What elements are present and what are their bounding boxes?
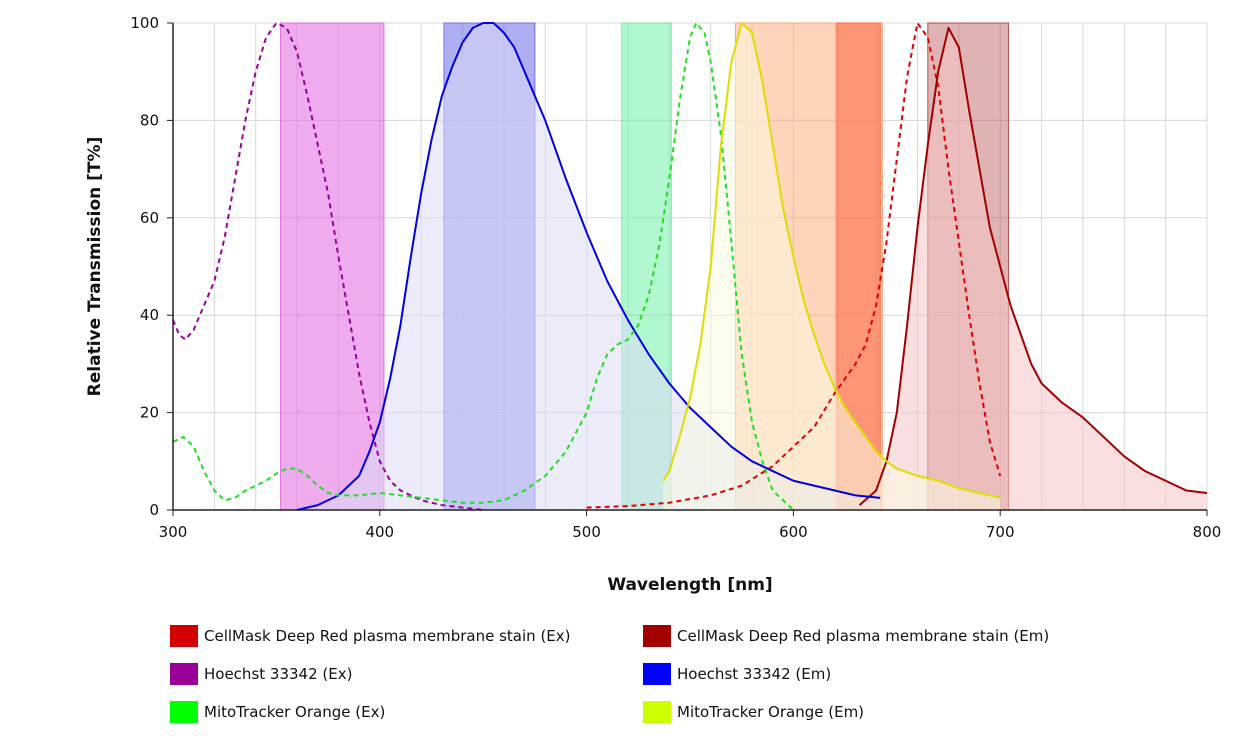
legend-label-hoechst-em: Hoechst 33342 (Em) — [677, 665, 832, 683]
legend-swatch-cellmask-ex — [170, 625, 198, 647]
x-tick-label: 600 — [779, 523, 808, 541]
series-line — [296, 22, 881, 511]
legend-item-cellmask-ex[interactable]: CellMask Deep Red plasma membrane stain … — [170, 622, 571, 650]
series-line — [172, 22, 484, 511]
legend-swatch-hoechst-em — [643, 663, 671, 685]
series-line — [586, 22, 1002, 509]
x-tick-label: 800 — [1193, 523, 1222, 541]
filter-band — [280, 22, 385, 511]
legend-label-mitotracker-ex: MitoTracker Orange (Ex) — [204, 703, 386, 721]
x-axis-title: Wavelength [nm] — [607, 575, 772, 595]
chart-svg: 300 400 500 600 700 800 0 20 40 60 80 100 Wavelength… — [85, 14, 1222, 595]
x-tick-label: 300 — [159, 523, 188, 541]
x-tick-label: 400 — [365, 523, 394, 541]
series-line — [172, 22, 795, 511]
legend-item-mitotracker-em[interactable]: MitoTracker Orange (Em) — [643, 698, 864, 726]
x-tick-label: 500 — [572, 523, 601, 541]
legend-item-mitotracker-ex[interactable]: MitoTracker Orange (Ex) — [170, 698, 385, 726]
x-tick-label: 700 — [986, 523, 1015, 541]
legend-swatch-mitotracker-ex — [170, 701, 198, 723]
y-tick-label: 60 — [140, 209, 159, 227]
legend-swatch-mitotracker-em — [643, 701, 671, 723]
series-line — [662, 22, 1001, 499]
series-fill — [663, 23, 1001, 510]
legend-item-hoechst-ex[interactable]: Hoechst 33342 (Ex) — [170, 660, 352, 688]
y-tick-label: 40 — [140, 306, 159, 324]
series-fill — [297, 23, 881, 510]
y-tick-label: 80 — [140, 111, 159, 129]
legend-label-hoechst-ex: Hoechst 33342 (Ex) — [204, 665, 353, 683]
legend-label-cellmask-ex: CellMask Deep Red plasma membrane stain … — [204, 627, 571, 645]
legend-swatch-cellmask-em — [643, 625, 671, 647]
legend-swatch-hoechst-ex — [170, 663, 198, 685]
y-tick-label: 0 — [149, 501, 159, 519]
y-axis-title: Relative Transmission [T%] — [85, 137, 105, 397]
legend-label-cellmask-em: CellMask Deep Red plasma membrane stain … — [677, 627, 1050, 645]
series-line — [858, 26, 1208, 506]
y-tick-label: 100 — [130, 14, 159, 32]
legend-item-hoechst-em[interactable]: Hoechst 33342 (Em) — [643, 660, 831, 688]
legend-label-mitotracker-em: MitoTracker Orange (Em) — [677, 703, 865, 721]
y-tick-label: 20 — [140, 404, 159, 422]
legend-item-cellmask-em[interactable]: CellMask Deep Red plasma membrane stain … — [643, 622, 1049, 650]
